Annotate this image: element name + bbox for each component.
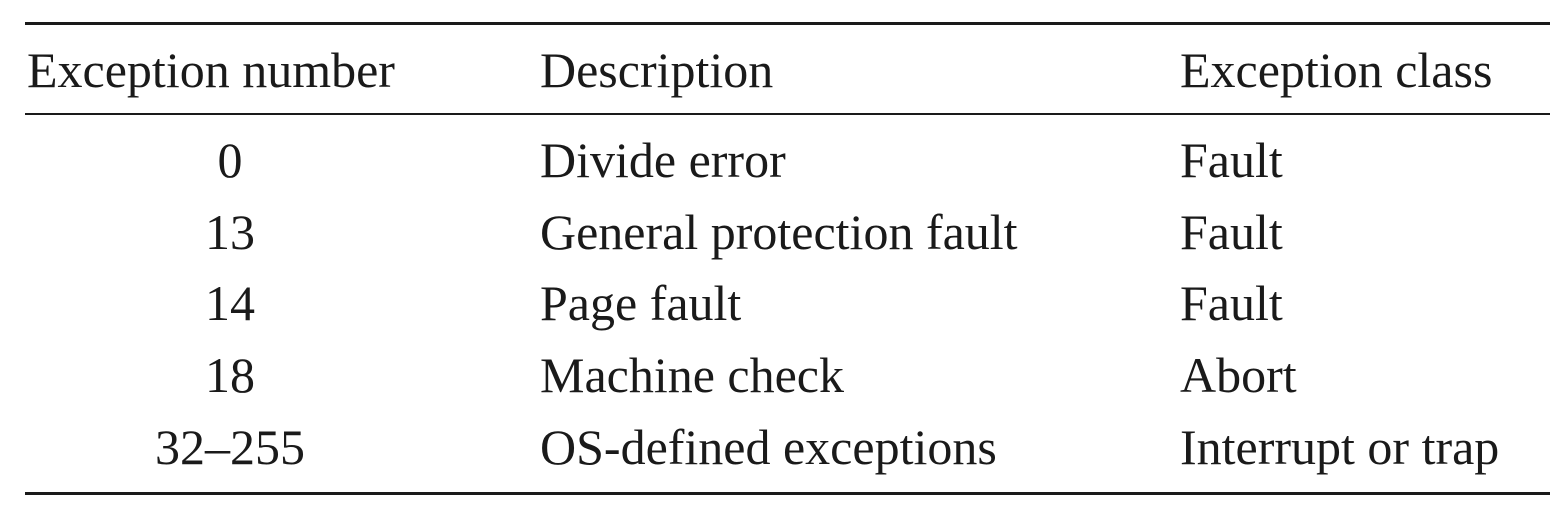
cell-exception-class: Fault	[1180, 132, 1283, 188]
cell-exception-number: 13	[205, 204, 255, 260]
table-top-rule	[25, 22, 1550, 25]
cell-description: OS-defined exceptions	[540, 419, 997, 475]
cell-exception-class: Interrupt or trap	[1180, 419, 1500, 475]
cell-exception-number: 0	[217, 132, 243, 188]
table-bottom-rule	[25, 492, 1550, 495]
cell-description: Page fault	[540, 275, 742, 331]
table-header-rule	[25, 113, 1550, 115]
cell-exception-class: Abort	[1180, 347, 1297, 403]
cell-exception-number: 32–255	[155, 419, 305, 475]
cell-exception-class: Fault	[1180, 275, 1283, 331]
header-description: Description	[540, 42, 774, 98]
header-exception-number: Exception number	[27, 42, 395, 98]
cell-exception-number: 18	[205, 347, 255, 403]
cell-description: General protection fault	[540, 204, 1018, 260]
cell-exception-number: 14	[205, 275, 255, 331]
cell-description: Machine check	[540, 347, 845, 403]
cell-description: Divide error	[540, 132, 786, 188]
header-exception-class: Exception class	[1180, 42, 1493, 98]
cell-exception-class: Fault	[1180, 204, 1283, 260]
